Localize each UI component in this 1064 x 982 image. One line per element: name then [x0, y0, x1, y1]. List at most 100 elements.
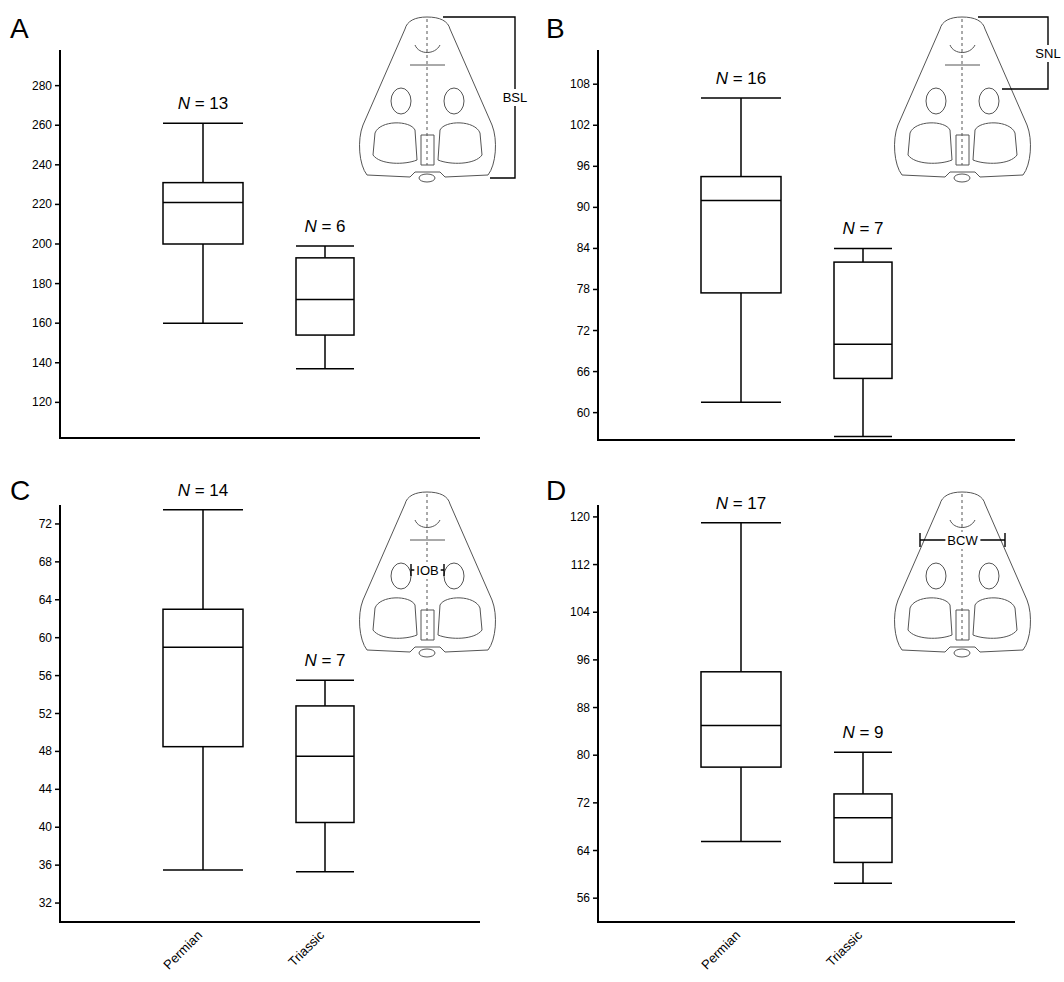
y-tick-label: 66 — [577, 365, 591, 379]
y-tick-label: 260 — [32, 118, 52, 132]
y-tick — [55, 164, 60, 166]
n-label-part: = 6 — [317, 217, 346, 236]
marks — [163, 510, 354, 872]
whisker-upper — [324, 246, 326, 258]
y-tick-label: 32 — [39, 896, 53, 910]
marks — [701, 523, 892, 883]
y-tick — [55, 523, 60, 525]
y-tick-label: 240 — [32, 158, 52, 172]
n-label-part: = 9 — [855, 723, 884, 742]
box — [163, 183, 243, 244]
skull-outline — [895, 492, 1031, 652]
n-label-part: N — [304, 217, 317, 236]
whisker-lower — [862, 378, 864, 436]
figure: BSL120140160180200220240260280N = 13N = … — [0, 0, 1064, 982]
whisker-cap-lower — [701, 841, 781, 843]
y-tick — [55, 243, 60, 245]
n-label: N = 9 — [842, 723, 883, 742]
whisker-upper — [324, 680, 326, 706]
y-tick-label: 96 — [577, 159, 591, 173]
skull-diagram — [895, 17, 1031, 182]
panel-letter: C — [10, 475, 30, 506]
n-label-part: = 16 — [728, 69, 766, 88]
n-label: N = 13 — [178, 94, 229, 113]
label-patch — [501, 89, 530, 106]
n-label-part: = 17 — [728, 494, 766, 513]
skull-orbit — [391, 88, 411, 114]
y-tick — [593, 166, 598, 168]
whisker-lower — [202, 244, 204, 323]
whisker-cap-upper — [701, 522, 781, 524]
y-tick-label: 200 — [32, 237, 52, 251]
n-label-part: = 7 — [317, 651, 346, 670]
skull-orbit — [444, 563, 464, 589]
median-line — [296, 299, 354, 301]
marks — [701, 98, 892, 437]
whisker-lower — [324, 335, 326, 369]
whisker-cap-lower — [834, 436, 892, 438]
box — [834, 794, 892, 863]
skull-diagram — [360, 492, 496, 657]
skull-outline — [360, 17, 496, 177]
y-tick-label: 72 — [577, 324, 591, 338]
y-tick-label: 64 — [39, 593, 53, 607]
y-tick — [593, 754, 598, 756]
skull-condyle — [419, 174, 435, 182]
whisker-upper — [862, 752, 864, 794]
y-tick-label: 60 — [577, 406, 591, 420]
y-tick — [55, 599, 60, 601]
y-tick-label: 112 — [571, 558, 590, 572]
y-tick-label: 96 — [577, 653, 591, 667]
skull-fossa — [438, 598, 482, 638]
whisker-cap-lower — [701, 402, 781, 404]
skull-condyle — [419, 649, 435, 657]
y-tick-label: 280 — [32, 79, 52, 93]
panel: BSL120140160180200220240260280N = 13N = … — [10, 13, 529, 438]
y-tick-label: 90 — [577, 200, 591, 214]
y-tick-label: 48 — [39, 744, 53, 758]
measurement-label: SNL — [1035, 46, 1060, 61]
whisker-cap-upper — [296, 680, 354, 682]
panel-letter: B — [546, 13, 565, 44]
skull-fossa — [438, 123, 482, 163]
y-tick — [55, 402, 60, 404]
whisker-cap-upper — [834, 248, 892, 250]
skull-outline — [895, 17, 1031, 177]
n-label-part: = 13 — [190, 94, 228, 113]
skull-condyle — [954, 174, 970, 182]
skull-outline — [360, 492, 496, 652]
n-label-part: N — [842, 723, 855, 742]
panel-letter: D — [546, 475, 566, 506]
y-tick — [593, 564, 598, 566]
skull-condyle — [954, 649, 970, 657]
skull-midline — [962, 494, 963, 640]
y-tick — [55, 204, 60, 206]
y-tick — [55, 283, 60, 285]
n-label: N = 17 — [716, 494, 767, 513]
whisker-cap-upper — [834, 751, 892, 753]
skull-detail — [410, 520, 445, 640]
whisker-cap-lower — [163, 869, 243, 871]
median-line — [163, 646, 243, 648]
y-tick — [593, 289, 598, 291]
box — [296, 706, 354, 823]
whisker-cap-lower — [296, 368, 354, 370]
y-tick — [55, 751, 60, 753]
y-tick — [593, 207, 598, 209]
median-line — [834, 817, 892, 819]
y-tick-label: 40 — [39, 820, 53, 834]
y-tick — [55, 322, 60, 324]
n-label-part: N — [178, 94, 191, 113]
y-tick — [593, 850, 598, 852]
n-label-part: = 14 — [190, 481, 228, 500]
whisker-upper — [862, 248, 864, 262]
skull-orbit — [444, 88, 464, 114]
y-tick-label: 220 — [32, 197, 52, 211]
y-tick-label: 60 — [39, 631, 53, 645]
measurement-label: BCW — [947, 533, 978, 548]
y-tick — [593, 330, 598, 332]
y-tick-label: 68 — [39, 555, 53, 569]
y-tick — [593, 371, 598, 373]
n-label: N = 16 — [716, 69, 767, 88]
n-label: N = 7 — [842, 219, 883, 238]
